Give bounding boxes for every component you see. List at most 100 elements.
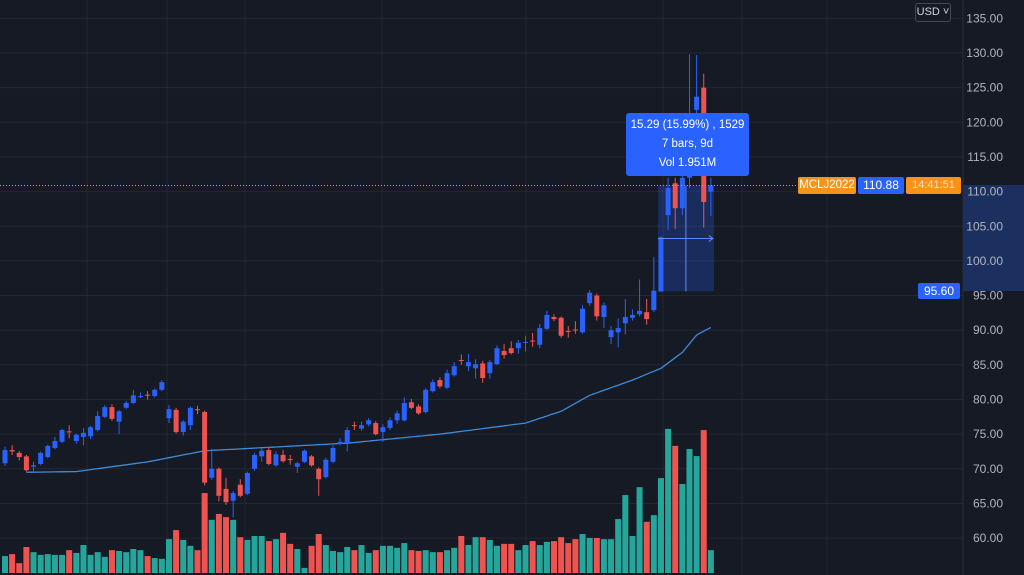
candle — [187, 406, 193, 430]
candle-body — [102, 407, 108, 417]
candle-body — [294, 463, 300, 467]
volume-bar — [593, 537, 600, 573]
candle — [287, 454, 293, 465]
volume-bar — [194, 550, 201, 573]
volume-bar — [280, 532, 287, 573]
volume-bar — [579, 534, 586, 573]
volume-bar — [87, 554, 94, 573]
candle-body — [237, 484, 243, 496]
candle-body — [694, 96, 700, 110]
volume-bar — [151, 558, 158, 573]
candle-body — [629, 314, 635, 318]
candle-body — [152, 389, 158, 397]
candle-body — [9, 450, 15, 452]
volume-bar — [551, 541, 558, 573]
candle — [52, 436, 58, 450]
candle-body — [373, 423, 379, 435]
candle-body — [658, 237, 664, 292]
candle — [237, 479, 243, 498]
candle — [423, 388, 429, 414]
candle-body — [252, 454, 258, 469]
candle-body — [59, 429, 65, 442]
volume-bar — [137, 550, 144, 573]
candle-body — [444, 373, 450, 388]
volume-bar — [30, 552, 37, 573]
candle — [195, 405, 201, 415]
volume-bars — [2, 428, 714, 573]
candle — [102, 405, 108, 419]
candle — [458, 354, 464, 365]
volume-bar — [108, 550, 115, 573]
candle — [73, 433, 79, 444]
candle — [173, 407, 179, 434]
price-axis[interactable]: 135.00 130.00 125.00 120.00 115.00 110.00 105.… — [962, 0, 1003, 575]
volume-bar — [187, 545, 194, 573]
candle — [665, 177, 671, 230]
candle-body — [437, 380, 443, 387]
candle — [651, 256, 657, 313]
volume-bar — [365, 552, 372, 573]
candle — [95, 411, 101, 432]
candle-body — [665, 188, 671, 216]
volume-bar — [230, 519, 237, 573]
candle-body — [187, 407, 193, 426]
candle-body — [116, 411, 122, 422]
candle-body — [451, 366, 457, 376]
candle-body — [244, 472, 250, 494]
candle-body — [615, 328, 621, 333]
candle-body — [301, 450, 307, 462]
candle — [408, 398, 414, 410]
volume-bar — [536, 545, 543, 573]
volume-bar — [572, 539, 579, 573]
volume-bar — [415, 550, 422, 573]
candle — [330, 445, 336, 464]
candle — [309, 454, 315, 467]
measure-change: 15.29 (15.99%) , 1529 — [630, 119, 745, 131]
candle-body — [594, 295, 600, 317]
candle — [437, 377, 443, 389]
candle — [373, 420, 379, 436]
candle-body — [572, 329, 578, 331]
price-tick-label: 90.00 — [973, 323, 1003, 337]
candle — [344, 427, 350, 452]
candle — [444, 369, 450, 390]
price-tick-label: 130.00 — [966, 46, 1003, 60]
volume-bar — [358, 545, 365, 573]
volume-bar — [486, 539, 493, 573]
candle-body — [166, 409, 172, 419]
price-tick-label: 115.00 — [967, 150, 1003, 164]
measure-bars: 7 bars, 9d — [661, 138, 714, 150]
volume-bar — [173, 530, 180, 573]
volume-bar — [258, 535, 265, 573]
candle-body — [216, 468, 222, 496]
candle-body — [109, 407, 115, 419]
volume-bar — [665, 428, 672, 573]
candle-body — [351, 425, 357, 427]
candle-body — [330, 448, 336, 462]
candle-body — [565, 330, 571, 332]
candle-body — [130, 395, 136, 403]
candle — [244, 471, 250, 496]
candle — [544, 310, 550, 331]
candle — [323, 457, 329, 479]
currency-button[interactable]: USD ˅ — [915, 3, 951, 22]
volume-bar — [322, 545, 329, 573]
candle-body — [580, 308, 586, 333]
volume-bar — [693, 456, 700, 573]
candle — [522, 335, 528, 352]
candle — [202, 410, 208, 486]
price-tick-label: 85.00 — [973, 358, 1003, 372]
volume-bar — [586, 537, 593, 573]
volume-bar — [237, 537, 244, 573]
candle-body — [73, 434, 79, 442]
candle-body — [408, 402, 414, 408]
candle-body — [38, 452, 44, 464]
candle — [416, 404, 422, 415]
candle — [515, 339, 521, 354]
volume-bar — [2, 556, 8, 573]
volume-bar — [444, 550, 451, 573]
candle-body — [387, 420, 393, 428]
volume-bar — [700, 430, 707, 573]
candle-body — [287, 459, 293, 461]
